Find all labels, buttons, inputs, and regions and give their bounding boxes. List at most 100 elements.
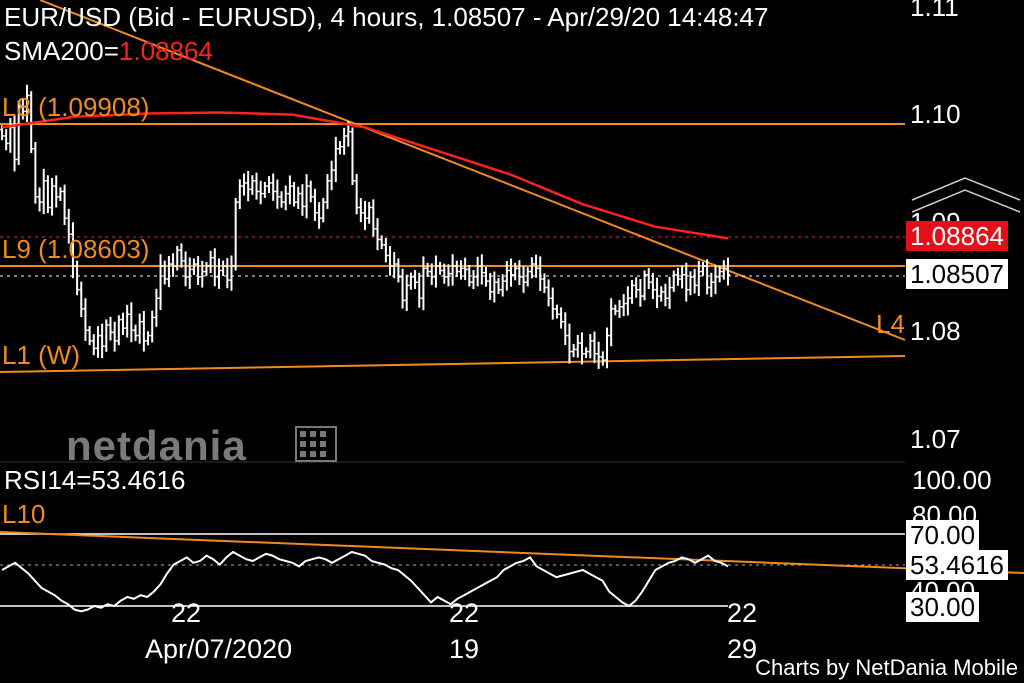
axis-widget-icon[interactable] [911,177,1021,213]
price-bar [525,267,530,287]
price-bar [363,200,367,231]
price-bar [709,272,714,297]
price-bar [275,179,280,209]
price-tick-1.10: 1.10 [910,99,961,129]
time-label-day-2: 22 [449,598,480,628]
price-bar [605,327,609,369]
level-l9-label[interactable]: L9 (1.08603) [2,234,150,264]
price-bar [713,264,718,295]
price-bar [571,343,576,358]
price-bar [388,246,393,276]
price-bar [575,334,580,358]
price-bar [333,136,338,183]
price-bar [279,191,284,208]
price-bar [79,281,84,318]
price-bar [212,248,217,287]
price-bar [617,299,622,318]
price-bar [108,316,113,341]
price-bar [496,277,501,294]
price-bar [150,310,155,343]
price-bar [200,260,205,288]
price-bar [659,286,664,302]
last-price-box: 1.08507 [906,259,1008,289]
price-bar [554,304,559,319]
price-bar [262,181,267,198]
price-bar [438,261,443,275]
price-bar [492,271,497,303]
price-bar [579,332,584,365]
price-bar [634,277,639,298]
level-l4-label[interactable]: L4 [876,309,905,339]
price-bar [162,260,167,285]
time-label-date-3: 29 [727,634,758,664]
level-l4-line[interactable] [39,0,906,341]
price-bar [588,334,593,359]
price-bar [196,255,201,285]
price-bar [37,187,42,212]
price-bar [655,277,660,309]
price-bar [671,270,676,292]
sma-legend-value: 1.08864 [118,36,213,66]
support-resistance-lines [0,0,906,373]
price-bar [563,312,568,345]
price-bar [254,172,259,200]
level-l10-label[interactable]: L10 [2,499,46,529]
price-bar [62,184,67,225]
price-bar [408,272,413,290]
level-l8-label[interactable]: L8 (1.09908) [2,92,150,122]
price-bar [216,258,221,289]
price-bar [358,198,363,223]
price-bar [692,268,697,294]
price-bar [45,175,50,214]
price-bar [312,188,317,221]
price-bar [488,273,493,300]
price-bar [646,267,651,290]
price-bar [726,257,730,286]
price-bar [112,321,117,352]
price-bar [0,125,4,141]
price-bar [183,251,188,287]
price-bar [95,326,100,358]
price-bar [342,127,347,155]
price-bar [509,258,514,287]
sma-value-box: 1.08864 [906,221,1008,251]
price-bar [242,173,246,196]
price-bar [650,272,655,300]
price-bar [513,262,518,281]
price-bar [383,238,388,263]
price-bar [613,304,618,316]
level-l1-line[interactable] [0,355,906,373]
price-bar [696,260,701,297]
price-bar [529,257,534,279]
rsi-legend: RSI14=53.4616 [4,465,186,495]
price-bar [371,199,376,237]
price-bar [75,260,80,296]
price-bar [684,262,689,302]
time-label-date-2: 19 [449,634,480,664]
price-bar [350,127,355,186]
level-l1-label[interactable]: L1 (W) [2,340,80,370]
price-bar [41,168,46,215]
time-label-day-1: 22 [171,598,202,628]
price-tick-1.11: 1.11 [910,0,959,22]
price-bar [663,283,668,307]
price-bar [584,347,589,359]
price-bar [4,129,9,151]
price-bar [179,243,184,268]
price-bar [550,287,555,320]
price-bar [446,264,451,287]
price-bar [204,261,209,276]
price-bar [304,174,309,219]
price-bar [267,176,272,193]
price-bar [354,173,359,215]
price-bar [133,324,138,342]
price-bar [50,178,55,216]
price-bar [283,185,288,211]
price-bar [292,181,297,207]
time-label-day-3: 22 [727,598,758,628]
price-bar [413,270,418,290]
price-bar [258,180,263,205]
level-l10-line[interactable] [0,531,1024,574]
rsi-tick-100: 100.00 [912,465,992,495]
price-bar [688,271,693,296]
